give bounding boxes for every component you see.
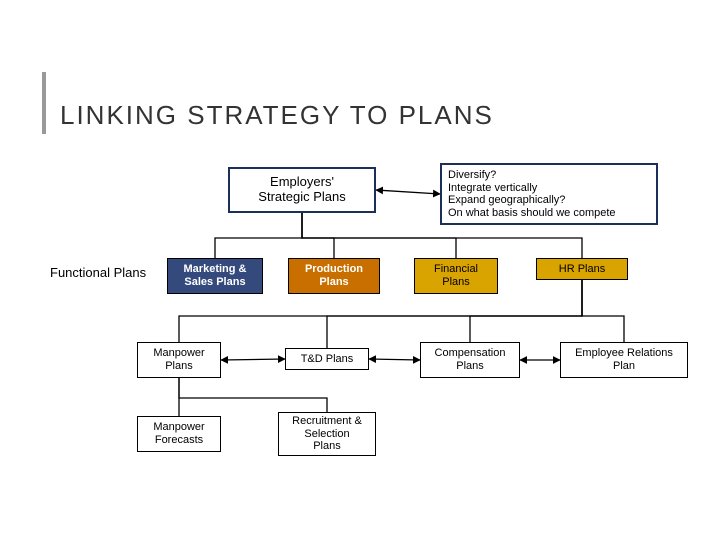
node-td: T&D Plans	[285, 348, 369, 370]
page-title: LINKING STRATEGY TO PLANS	[60, 100, 494, 131]
node-emprel: Employee Relations Plan	[560, 342, 688, 378]
node-marketing: Marketing & Sales Plans	[167, 258, 263, 294]
node-recruitment: Recruitment & Selection Plans	[278, 412, 376, 456]
node-manpower_plans: Manpower Plans	[137, 342, 221, 378]
node-questions: Diversify? Integrate vertically Expand g…	[440, 163, 658, 225]
functional-plans-label: Functional Plans	[50, 265, 146, 280]
node-compensation: Compensation Plans	[420, 342, 520, 378]
node-hr: HR Plans	[536, 258, 628, 280]
title-accent-bar	[42, 72, 46, 134]
node-strategic: Employers' Strategic Plans	[228, 167, 376, 213]
node-financial: Financial Plans	[414, 258, 498, 294]
node-manpower_forecasts: Manpower Forecasts	[137, 416, 221, 452]
diagram-canvas: LINKING STRATEGY TO PLANS Functional Pla…	[0, 0, 720, 540]
node-production: Production Plans	[288, 258, 380, 294]
